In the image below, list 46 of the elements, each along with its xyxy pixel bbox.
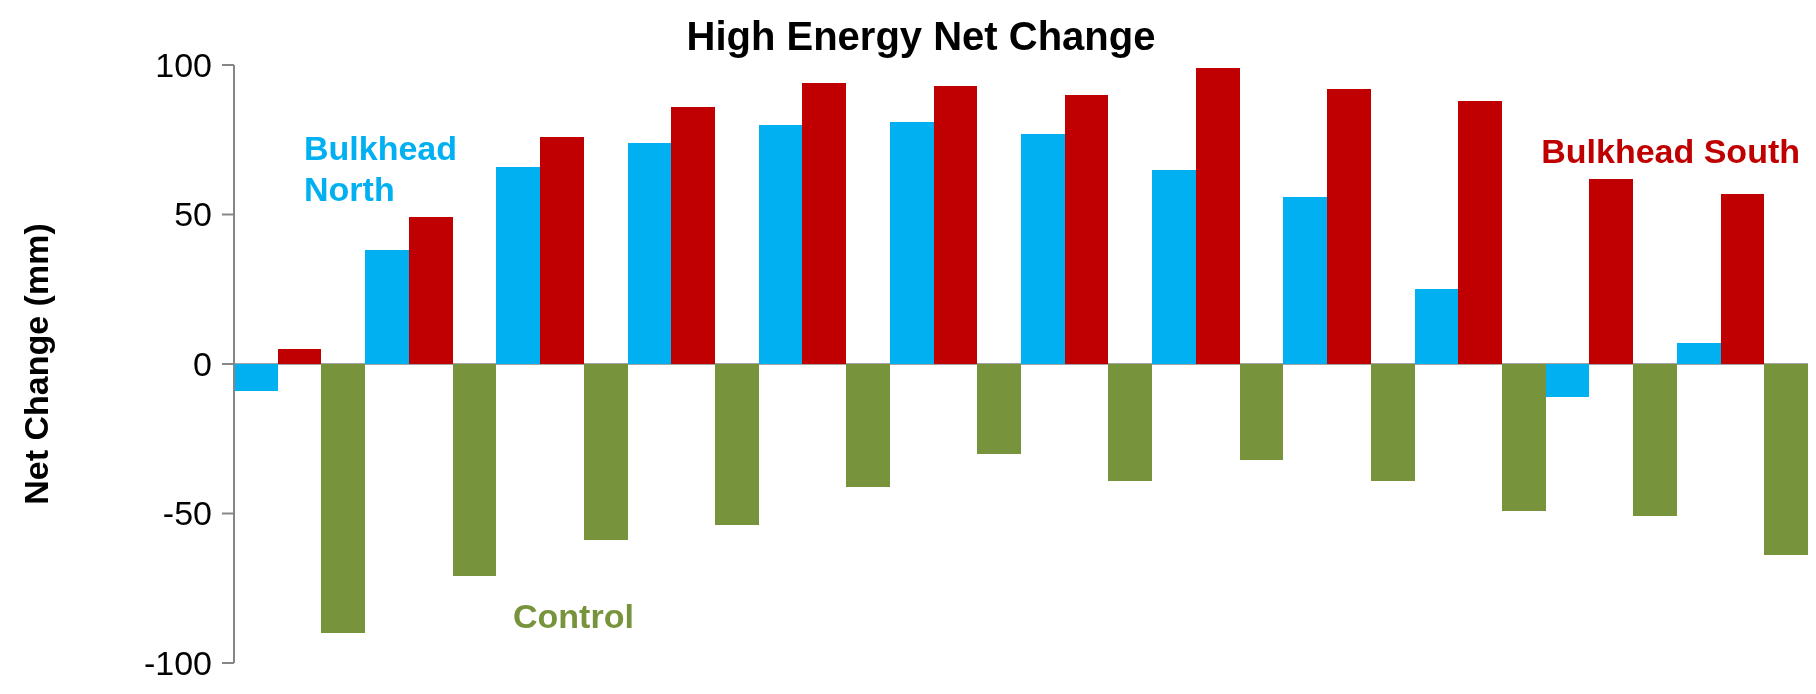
- y-tick-label: 100: [155, 45, 212, 84]
- bar: [496, 167, 540, 364]
- bar: [846, 364, 890, 487]
- bar: [278, 349, 321, 364]
- bar: [1283, 197, 1327, 364]
- bar: [1633, 364, 1677, 516]
- bar: [1371, 364, 1415, 481]
- bar: [234, 364, 278, 391]
- y-tick-label: -100: [143, 643, 212, 682]
- bar: [671, 107, 715, 364]
- bar: [1764, 364, 1808, 555]
- y-tick-label: 50: [174, 195, 212, 234]
- chart-title: High Energy Net Change: [686, 14, 1156, 58]
- series-label: Bulkhead South: [1541, 132, 1800, 170]
- bar: [540, 137, 584, 364]
- bar: [1502, 364, 1546, 511]
- bar: [934, 86, 977, 364]
- bar: [453, 364, 496, 576]
- series-label: Bulkhead North: [304, 129, 458, 208]
- bar: [628, 143, 671, 364]
- series-label: Control: [513, 597, 634, 635]
- bar: [759, 125, 802, 364]
- bar: [1546, 364, 1589, 397]
- bar: [1458, 101, 1502, 364]
- bar: [1589, 179, 1633, 364]
- bar: [1065, 95, 1108, 364]
- y-tick-label: -50: [162, 494, 212, 533]
- bar: [715, 364, 759, 525]
- bar: [1327, 89, 1371, 364]
- y-axis-title: Net Change (mm): [17, 223, 55, 505]
- bar: [409, 217, 453, 364]
- bar: [1021, 134, 1065, 364]
- bar: [1196, 68, 1240, 364]
- bar: [1415, 289, 1458, 364]
- bar: [1677, 343, 1721, 364]
- bar: [1240, 364, 1283, 460]
- bar: [365, 250, 409, 364]
- bar: [890, 122, 934, 364]
- bar: [977, 364, 1021, 454]
- bar: [321, 364, 365, 633]
- bar: [1108, 364, 1152, 481]
- bar: [1152, 170, 1196, 364]
- y-tick-label: 0: [193, 344, 212, 383]
- bar: [1721, 194, 1764, 364]
- bar: [802, 83, 846, 364]
- bar: [584, 364, 628, 540]
